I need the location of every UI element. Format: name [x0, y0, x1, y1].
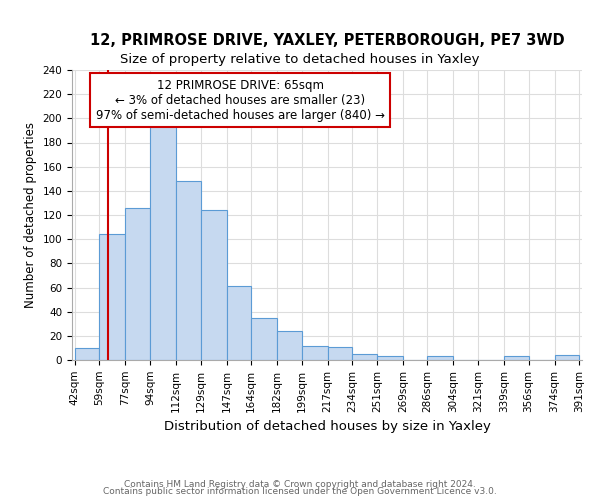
Bar [377, 356, 403, 360]
Bar [150, 120, 176, 360]
Text: 12 PRIMROSE DRIVE: 65sqm
← 3% of detached houses are smaller (23)
97% of semi-de: 12 PRIMROSE DRIVE: 65sqm ← 3% of detache… [96, 78, 385, 122]
Bar [200, 210, 227, 360]
Bar [554, 355, 579, 360]
Bar [176, 181, 200, 360]
Text: Contains HM Land Registry data © Crown copyright and database right 2024.: Contains HM Land Registry data © Crown c… [124, 480, 476, 489]
Bar [352, 354, 377, 360]
Bar [75, 348, 100, 360]
Text: Contains public sector information licensed under the Open Government Licence v3: Contains public sector information licen… [103, 487, 497, 496]
X-axis label: Distribution of detached houses by size in Yaxley: Distribution of detached houses by size … [164, 420, 490, 433]
Bar [100, 234, 125, 360]
Bar [302, 346, 328, 360]
Bar [277, 331, 302, 360]
Bar [504, 356, 529, 360]
Bar [328, 346, 352, 360]
Text: Size of property relative to detached houses in Yaxley: Size of property relative to detached ho… [120, 52, 480, 66]
Bar [125, 208, 150, 360]
Title: 12, PRIMROSE DRIVE, YAXLEY, PETERBOROUGH, PE7 3WD: 12, PRIMROSE DRIVE, YAXLEY, PETERBOROUGH… [89, 33, 565, 48]
Bar [227, 286, 251, 360]
Bar [251, 318, 277, 360]
Bar [427, 356, 454, 360]
Y-axis label: Number of detached properties: Number of detached properties [24, 122, 37, 308]
